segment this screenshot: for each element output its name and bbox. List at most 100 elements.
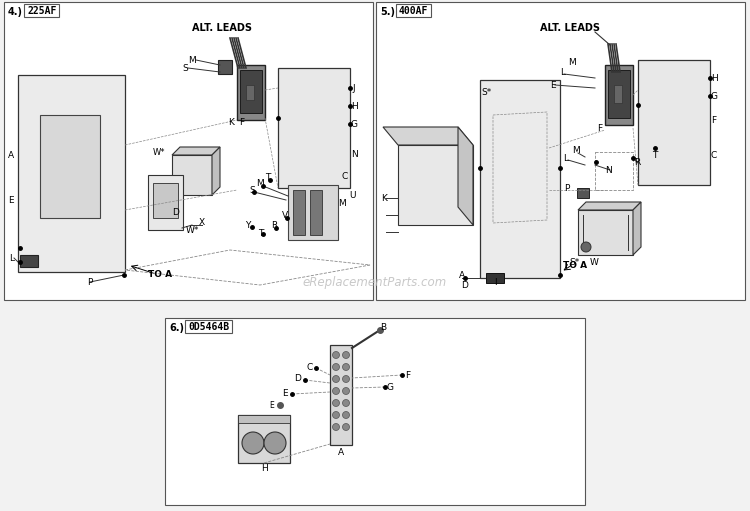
Text: W*: W* (185, 225, 199, 235)
Bar (165, 318, 585, 505)
Text: TO A: TO A (563, 261, 587, 269)
Text: eReplacementParts.com: eReplacementParts.com (303, 275, 447, 289)
Text: D: D (172, 207, 179, 217)
Text: ALT. LEADS: ALT. LEADS (192, 23, 252, 33)
Bar (218, 60, 232, 74)
Text: P: P (87, 277, 93, 287)
Text: 4.): 4.) (8, 7, 23, 17)
Text: A: A (459, 270, 465, 280)
Polygon shape (212, 147, 220, 195)
Text: P: P (564, 183, 570, 193)
Text: TO A: TO A (148, 269, 172, 278)
Bar (486, 273, 504, 283)
Text: 400AF: 400AF (399, 6, 428, 16)
Text: F: F (239, 118, 244, 127)
Text: T: T (258, 228, 264, 238)
Circle shape (264, 432, 286, 454)
Circle shape (332, 363, 340, 370)
Text: S: S (249, 185, 255, 195)
Text: E: E (550, 81, 556, 89)
Text: E: E (8, 196, 14, 204)
Text: S*: S* (482, 87, 492, 97)
Text: T: T (266, 173, 271, 181)
Text: M: M (256, 178, 264, 188)
Circle shape (242, 432, 264, 454)
Text: G: G (386, 383, 394, 391)
Text: K: K (381, 194, 387, 202)
Bar (240, 70, 262, 113)
Text: M: M (188, 56, 196, 64)
Text: M: M (572, 146, 580, 154)
Text: F: F (406, 370, 410, 380)
Text: T: T (652, 151, 658, 159)
Bar (288, 185, 338, 240)
Circle shape (343, 387, 350, 394)
Bar (246, 85, 254, 100)
Text: U: U (349, 191, 355, 199)
Text: N: N (350, 150, 357, 158)
Text: A: A (8, 151, 14, 159)
Polygon shape (172, 155, 212, 195)
Bar (595, 152, 633, 190)
Bar (577, 188, 589, 198)
Text: G: G (350, 120, 358, 128)
Text: S: S (182, 63, 188, 73)
Text: W*: W* (152, 148, 165, 156)
Text: V: V (282, 211, 288, 220)
Text: X: X (199, 218, 205, 226)
Text: A: A (338, 448, 344, 456)
Text: D: D (461, 281, 469, 290)
Text: C: C (307, 362, 314, 371)
Bar (20, 255, 38, 267)
Text: H: H (261, 463, 267, 473)
Text: E: E (282, 388, 288, 398)
Text: D: D (295, 374, 302, 383)
Circle shape (343, 376, 350, 383)
Circle shape (343, 352, 350, 359)
Bar (608, 70, 630, 118)
Text: M: M (568, 58, 576, 66)
Text: M: M (338, 198, 346, 207)
Text: R: R (271, 221, 278, 229)
Circle shape (332, 387, 340, 394)
Polygon shape (458, 127, 473, 225)
Circle shape (332, 376, 340, 383)
Polygon shape (172, 147, 220, 155)
Polygon shape (578, 202, 641, 210)
Text: C: C (342, 172, 348, 180)
Circle shape (332, 411, 340, 419)
Polygon shape (18, 75, 125, 272)
Bar (24, 4, 59, 17)
Circle shape (332, 352, 340, 359)
Polygon shape (383, 127, 473, 145)
Bar (638, 60, 710, 185)
Text: H: H (711, 74, 717, 82)
Text: L: L (560, 67, 566, 77)
Text: I: I (494, 277, 496, 287)
Bar (237, 65, 265, 120)
Text: G: G (710, 91, 718, 101)
Circle shape (343, 400, 350, 406)
Polygon shape (40, 115, 100, 218)
Text: F: F (598, 124, 602, 132)
Text: 225AF: 225AF (27, 6, 56, 16)
Bar (278, 68, 350, 188)
Polygon shape (480, 80, 560, 278)
Text: C: C (711, 151, 717, 159)
Text: N: N (604, 166, 611, 174)
Bar (238, 415, 290, 463)
Text: L: L (9, 253, 14, 263)
Text: 5.): 5.) (380, 7, 395, 17)
Circle shape (332, 424, 340, 430)
Text: J: J (352, 83, 356, 92)
Text: W: W (590, 258, 598, 267)
Text: 0D5464B: 0D5464B (188, 322, 230, 332)
Text: S*: S* (570, 258, 580, 267)
Bar (605, 65, 633, 125)
Polygon shape (578, 210, 633, 255)
Text: R: R (634, 157, 640, 167)
Bar (396, 4, 431, 17)
Polygon shape (398, 145, 473, 225)
Circle shape (581, 242, 591, 252)
Bar (310, 190, 322, 235)
